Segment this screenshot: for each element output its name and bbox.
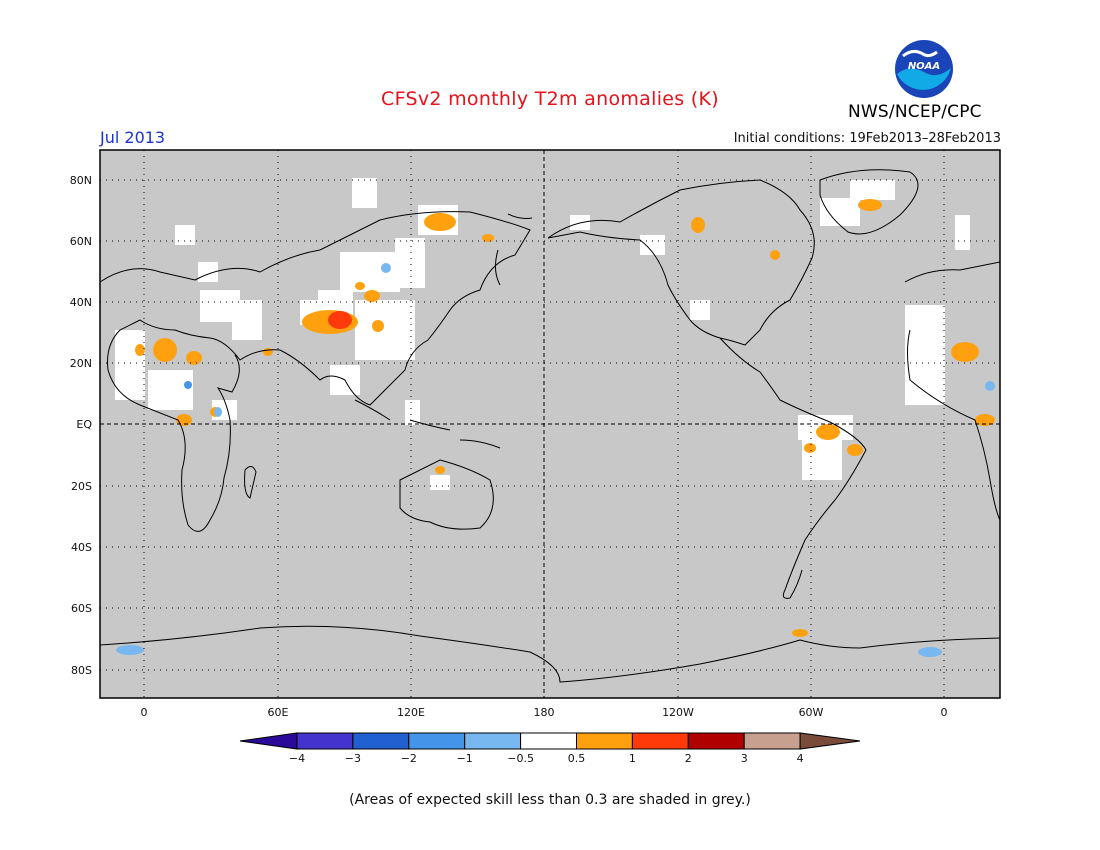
lon-tick-label: 120W [662, 706, 694, 719]
neutral-land-patch [175, 225, 195, 245]
neutral-land-patch [198, 262, 218, 282]
colorbar-segment [687, 732, 745, 750]
logo-text: NOAA [908, 61, 940, 72]
lat-tick-label: 20N [70, 357, 92, 370]
longitude-labels: 0 60E 120E 180 120W 60W 0 [141, 706, 948, 719]
colorbar-tick-label: 4 [797, 752, 804, 765]
lat-lon-grid [100, 150, 1000, 698]
anomaly-patch [985, 381, 995, 391]
colorbar-segment [464, 732, 522, 750]
colorbar-tick-label: −0.5 [507, 752, 534, 765]
world-map: 80N 60N 40N 20N EQ 20S 40S 60S 80S 0 60E 120E 180 12… [70, 149, 1001, 719]
initial-conditions-label: Initial conditions: 19Feb2013–28Feb2013 [733, 131, 1001, 146]
colorbar-right-arrow [799, 732, 861, 750]
agency-label: NWS/NCEP/CPC [848, 102, 982, 122]
colorbar-tick-label: 2 [685, 752, 692, 765]
colorbar-tick-label: −2 [401, 752, 417, 765]
lat-tick-label: 80S [71, 664, 92, 677]
lat-tick-label: 60N [70, 235, 92, 248]
colorbar-segment [743, 732, 801, 750]
coastlines [99, 169, 1001, 683]
neutral-land-patch [850, 180, 895, 200]
neutral-land-patch [820, 198, 860, 226]
neutral-land-patch [232, 300, 262, 340]
lon-tick-label: 120E [397, 706, 425, 719]
neutral-land-patch [690, 300, 710, 320]
latitude-labels: 80N 60N 40N 20N EQ 20S 40S 60S 80S [70, 174, 93, 677]
anomaly-patch [186, 351, 202, 365]
anomaly-patch [804, 443, 816, 453]
colorbar-tick-label: −3 [345, 752, 361, 765]
colorbar-tick-label: −1 [457, 752, 473, 765]
neutral-land-patch [430, 475, 450, 490]
colorbar-tick-label: −4 [289, 752, 305, 765]
skill-footnote: (Areas of expected skill less than 0.3 a… [349, 792, 751, 808]
anomaly-patch [364, 290, 380, 302]
colorbar-segment [576, 732, 633, 750]
lat-tick-label: 20S [71, 480, 92, 493]
anomaly-patch [214, 407, 222, 417]
colorbar-tick-label: 3 [741, 752, 748, 765]
neutral-land-patch [355, 300, 415, 360]
lon-tick-label: 0 [941, 706, 948, 719]
noaa-logo-icon: NOAA [895, 40, 953, 98]
lon-tick-label: 60W [799, 706, 824, 719]
lon-tick-label: 180 [534, 706, 555, 719]
anomaly-patch [858, 199, 882, 211]
neutral-land-patch [395, 238, 425, 288]
neutral-land-patch [405, 400, 420, 425]
colorbar-segment [631, 732, 689, 750]
colorbar-tick-label: 1 [629, 752, 636, 765]
anomaly-patch [951, 342, 979, 362]
anomaly-patch [691, 217, 705, 233]
anomaly-patch [847, 444, 863, 456]
anomaly-patch [482, 234, 494, 242]
anomaly-patch [792, 629, 808, 637]
colorbar-left-arrow [239, 732, 298, 750]
neutral-land-patch [352, 178, 377, 208]
lat-tick-label: EQ [76, 418, 92, 431]
neutral-land-patch [340, 252, 400, 292]
anomaly-patch [372, 320, 384, 332]
anomaly-patch [381, 263, 391, 273]
anomaly-patch [424, 213, 456, 231]
neutral-land-patch [148, 370, 193, 410]
colorbar-segment [408, 732, 466, 750]
anomaly-patch [355, 282, 365, 290]
anomaly-patch [116, 645, 144, 655]
anomaly-patch [435, 466, 445, 474]
colorbar-tick-label: 0.5 [568, 752, 586, 765]
lon-tick-label: 0 [141, 706, 148, 719]
lat-tick-label: 60S [71, 602, 92, 615]
anomaly-patch [918, 647, 942, 657]
neutral-land-patch [115, 330, 145, 400]
anomaly-patch [153, 338, 177, 362]
target-month-label: Jul 2013 [100, 128, 166, 147]
chart-title: CFSv2 monthly T2m anomalies (K) [381, 88, 719, 110]
anomaly-patch [135, 344, 145, 356]
color-legend: −4 −3 −2 −1 −0.5 0.5 1 2 3 4 [239, 732, 861, 765]
colorbar-segment [296, 732, 354, 750]
anomaly-patches [116, 199, 995, 657]
neutral-land-patch [640, 235, 665, 255]
lon-tick-label: 60E [268, 706, 289, 719]
neutral-land-patch [905, 305, 945, 405]
lat-tick-label: 80N [70, 174, 92, 187]
lat-tick-label: 40S [71, 541, 92, 554]
colorbar-segment [352, 732, 410, 750]
land-white-areas [115, 178, 970, 490]
anomaly-patch [975, 414, 995, 426]
anomaly-patch [184, 381, 192, 389]
lat-tick-label: 40N [70, 296, 92, 309]
anomaly-patch [816, 424, 840, 440]
anomaly-patch [328, 311, 352, 329]
colorbar-segment [520, 732, 577, 750]
anomaly-patch [770, 250, 780, 260]
